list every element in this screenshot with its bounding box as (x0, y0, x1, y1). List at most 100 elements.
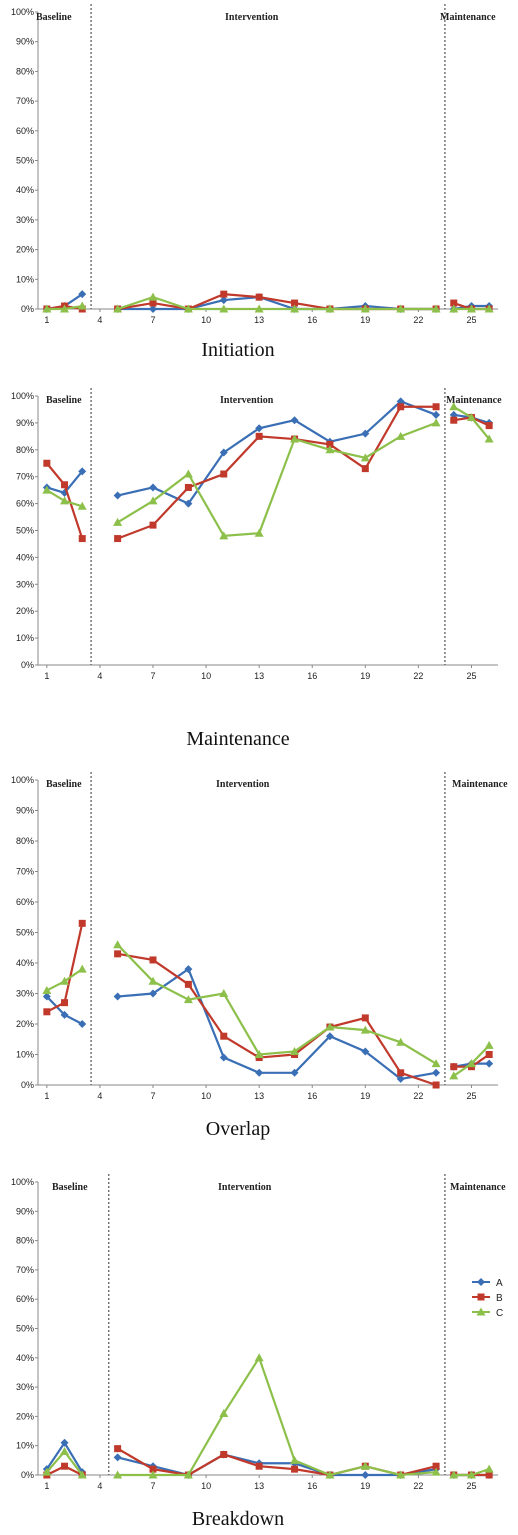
x-tick-label: 25 (466, 1481, 476, 1491)
y-tick-label: 20% (16, 1019, 34, 1029)
point-C (431, 418, 441, 427)
point-C (254, 1050, 264, 1058)
y-tick-label: 80% (16, 836, 34, 846)
x-tick-label: 25 (466, 315, 476, 325)
series-A (42, 397, 494, 508)
point-C (77, 1470, 87, 1479)
y-tick-label: 70% (16, 867, 34, 877)
x-tick-label: 16 (307, 671, 317, 681)
point-A (396, 1074, 405, 1083)
y-tick-label: 10% (16, 1050, 34, 1060)
point-C (113, 940, 123, 949)
point-C (219, 531, 229, 540)
point-B (184, 483, 192, 491)
point-B (255, 432, 263, 440)
legend-label-A: A (496, 1278, 503, 1289)
series-C (42, 402, 494, 540)
legend-marker-B (477, 1293, 485, 1301)
x-tick-label: 22 (413, 1091, 423, 1101)
chart-title: Initiation (201, 339, 274, 361)
point-C (113, 304, 123, 313)
point-B (432, 403, 440, 411)
y-tick-label: 70% (16, 96, 34, 106)
point-B (149, 521, 157, 529)
phase-label-maintenance: Maintenance (452, 779, 508, 790)
y-tick-label: 40% (16, 958, 34, 968)
point-B (361, 465, 369, 473)
series-C (42, 940, 494, 1080)
point-B (61, 1462, 69, 1470)
point-C (396, 431, 406, 440)
y-tick-label: 30% (16, 579, 34, 589)
point-A (113, 1453, 122, 1462)
x-tick-label: 7 (150, 1481, 155, 1491)
chart-title: Overlap (206, 1118, 270, 1140)
point-C (466, 304, 476, 313)
phase-label-intervention: Intervention (225, 12, 279, 23)
point-C (466, 1470, 476, 1479)
phase-label-maintenance: Maintenance (440, 12, 496, 23)
y-tick-label: 50% (16, 526, 34, 536)
y-tick-label: 60% (16, 1294, 34, 1304)
point-A (113, 491, 122, 500)
legend-label-C: C (496, 1308, 503, 1319)
point-C (290, 304, 300, 313)
series-line-C (117, 295, 437, 311)
point-A (149, 483, 157, 492)
y-tick-label: 10% (16, 274, 34, 284)
point-C (183, 1470, 193, 1479)
point-B (61, 999, 69, 1007)
point-C (466, 413, 476, 422)
point-B (149, 1465, 157, 1473)
point-B (149, 956, 157, 964)
point-C (42, 304, 52, 313)
point-B (220, 290, 228, 298)
point-A (361, 1047, 370, 1056)
series-line-C (117, 1355, 437, 1477)
x-tick-label: 22 (413, 315, 423, 325)
x-tick-label: 13 (254, 1481, 264, 1491)
point-B (255, 1462, 263, 1470)
point-A (184, 965, 193, 974)
x-tick-label: 1 (44, 1481, 49, 1491)
point-C (42, 985, 52, 994)
point-C (254, 304, 264, 313)
point-C (60, 976, 70, 985)
y-tick-label: 30% (16, 1382, 34, 1392)
point-C (396, 1470, 406, 1479)
point-C (431, 304, 441, 313)
point-C (113, 517, 123, 526)
point-C (484, 1040, 494, 1049)
y-tick-label: 40% (16, 185, 34, 195)
series-line-A (117, 1453, 437, 1477)
point-C (449, 1470, 459, 1479)
point-C (396, 1037, 406, 1046)
y-tick-label: 20% (16, 1411, 34, 1421)
x-tick-label: 10 (201, 671, 211, 681)
series-line-C (117, 421, 437, 538)
x-tick-label: 13 (254, 671, 264, 681)
y-tick-label: 100% (11, 775, 34, 785)
point-C (360, 1461, 370, 1470)
x-tick-label: 22 (413, 1481, 423, 1491)
y-tick-label: 90% (16, 1206, 34, 1216)
y-tick-label: 100% (11, 391, 34, 401)
y-tick-label: 90% (16, 418, 34, 428)
y-tick-label: 60% (16, 897, 34, 907)
point-C (396, 304, 406, 313)
point-C (325, 1470, 335, 1479)
chart-title: Breakdown (192, 1508, 284, 1530)
point-C (254, 1353, 264, 1362)
point-B (184, 980, 192, 988)
point-B (220, 1032, 228, 1040)
point-B (114, 1445, 122, 1453)
x-tick-label: 22 (413, 671, 423, 681)
point-B (397, 1069, 405, 1077)
chart-title: Maintenance (186, 728, 289, 750)
series-A (42, 965, 494, 1083)
point-B (220, 1450, 228, 1458)
point-C (148, 1470, 158, 1479)
x-tick-label: 25 (466, 671, 476, 681)
chart-1: 0% 10% 20% 30% 40% 50% 60% 70% 80% 90% 100% 1 4 7 10 13… (11, 4, 498, 361)
